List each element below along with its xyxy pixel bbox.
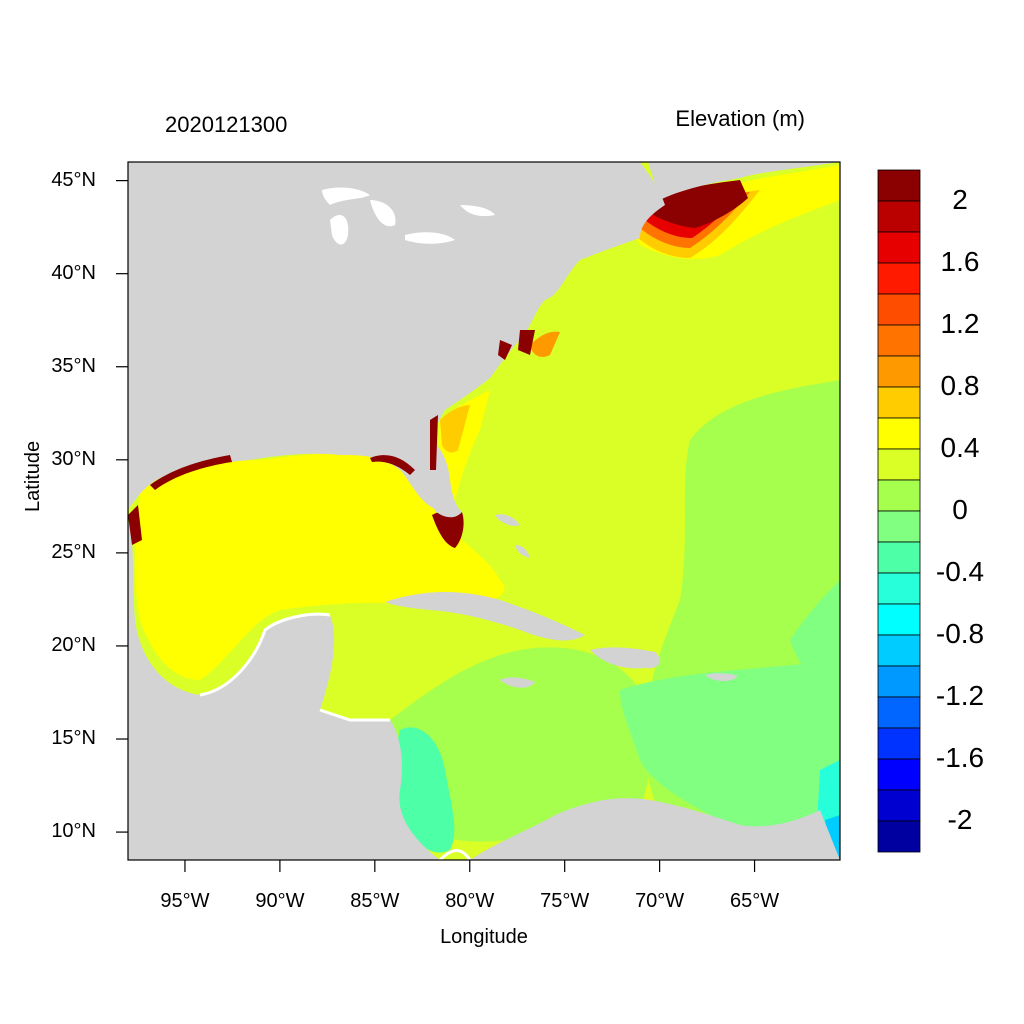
axis-ticks: [116, 180, 756, 872]
colorbar-segment: [877, 231, 921, 264]
colorbar-segment: [877, 200, 921, 233]
map-field: [128, 162, 840, 860]
y-tick-label: 15°N: [51, 727, 96, 749]
gulf-yellow-region: [135, 452, 505, 680]
plot-frame: [127, 161, 841, 861]
coastal-surge-marks: [128, 330, 535, 545]
colorbar-segment: [877, 634, 921, 667]
colorbar-label: -1.6: [935, 742, 985, 773]
x-tick-label: 85°W: [350, 890, 400, 912]
coastlines: [199, 612, 472, 860]
colorbar-segment: [877, 448, 921, 481]
colorbar-segment: [877, 324, 921, 357]
colorbar-label: 1.2: [940, 308, 980, 339]
colorbar-segment: [877, 169, 921, 202]
variable-title: Elevation (m): [675, 106, 805, 131]
colorbar-segment: [877, 572, 921, 605]
colorbar-segment: [877, 417, 921, 450]
colorbar-segment: [877, 479, 921, 512]
colorbar-label: -0.4: [935, 556, 985, 587]
maine-plume-darkred: [645, 180, 748, 228]
colorbar-label: -0.8: [935, 618, 985, 649]
y-tick-label: 25°N: [51, 540, 96, 563]
south-florida-red: [432, 510, 464, 548]
georgia-orange-band: [440, 405, 470, 453]
x-tick-label: 90°W: [255, 890, 305, 912]
y-tick-label: 45°N: [51, 168, 96, 191]
x-axis-label: Longitude: [440, 926, 528, 948]
colorbar-segment: [877, 293, 921, 326]
colorbar-segment: [877, 386, 921, 419]
x-tick-label: 95°W: [160, 890, 210, 912]
atlantic-east-strip: [790, 580, 840, 700]
caribbean-green-region: [390, 647, 652, 842]
carolina-orange-spot: [530, 331, 560, 357]
y-tick-label: 10°N: [51, 820, 96, 843]
western-caribbean-region: [396, 727, 455, 853]
caribbean-east-region: [620, 660, 840, 832]
colorbar-segment: [877, 603, 921, 636]
great-lakes: [322, 187, 495, 245]
colorbar-segment: [877, 758, 921, 791]
x-tick-label: 65°W: [729, 890, 780, 912]
colorbar-label: 0.4: [940, 432, 980, 463]
colorbar-label: 1.6: [940, 246, 980, 277]
y-tick-label: 35°N: [51, 354, 96, 377]
x-tick-label: 70°W: [635, 890, 685, 912]
colorbar-label: -1.2: [935, 680, 985, 711]
colorbar-label: -2: [947, 804, 973, 835]
y-tick-label: 20°N: [51, 633, 96, 656]
colorbar-segment: [877, 820, 921, 853]
colorbar-segment: [877, 262, 921, 295]
colorbar-label: 2: [952, 184, 968, 215]
land: [128, 162, 840, 860]
date-title: 2020121300: [165, 112, 288, 137]
colorbar-segment: [877, 789, 921, 822]
colorbar-segment: [877, 355, 921, 388]
colorbar-label: 0: [952, 494, 968, 525]
colorbar-segment: [877, 665, 921, 698]
x-tick-label: 75°W: [540, 890, 590, 912]
y-tick-label: 30°N: [51, 447, 96, 470]
colorbar: [877, 169, 921, 853]
y-tick-label: 40°N: [51, 261, 96, 284]
colorbar-segment: [877, 510, 921, 543]
colorbar-segment: [877, 541, 921, 574]
x-tick-label: 80°W: [445, 890, 495, 912]
colorbar-segment: [877, 727, 921, 760]
colorbar-segment: [877, 696, 921, 729]
colorbar-label: 0.8: [940, 370, 980, 401]
